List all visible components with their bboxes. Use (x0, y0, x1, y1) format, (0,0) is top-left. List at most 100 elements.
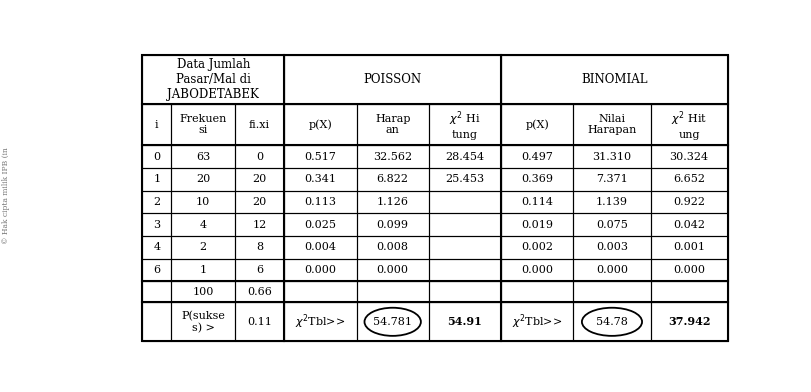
Text: i: i (155, 120, 158, 129)
Text: 0.113: 0.113 (304, 197, 336, 207)
Bar (573, 213, 650, 236)
Bar (171, 302, 234, 341)
Text: 20: 20 (195, 174, 210, 184)
Bar (142, 145, 171, 168)
Text: 28.454: 28.454 (445, 152, 484, 162)
Text: 0.000: 0.000 (304, 265, 336, 275)
Text: 0.000: 0.000 (376, 265, 408, 275)
Bar (234, 191, 284, 213)
Bar (573, 191, 650, 213)
Text: 0.003: 0.003 (595, 242, 627, 252)
Text: 25.453: 25.453 (445, 174, 484, 184)
Bar (428, 281, 500, 302)
Text: 20: 20 (252, 174, 266, 184)
Bar (650, 302, 727, 341)
Bar (573, 259, 650, 281)
Bar (284, 302, 356, 341)
Bar (650, 145, 727, 168)
Bar (573, 104, 650, 145)
Text: 0.001: 0.001 (672, 242, 704, 252)
Bar (500, 54, 727, 104)
Text: 0.000: 0.000 (595, 265, 627, 275)
Bar (171, 259, 234, 281)
Text: 0.075: 0.075 (595, 220, 627, 230)
Text: 0.66: 0.66 (247, 287, 272, 297)
Bar (573, 302, 650, 341)
Text: 0.099: 0.099 (376, 220, 408, 230)
Text: $\chi^2$ Hi
tung: $\chi^2$ Hi tung (448, 109, 480, 140)
Bar (171, 281, 234, 302)
Bar (142, 168, 171, 191)
Text: 0.369: 0.369 (521, 174, 552, 184)
Bar (650, 281, 727, 302)
Bar (500, 104, 573, 145)
Bar (428, 191, 500, 213)
Bar (234, 281, 284, 302)
Bar (500, 191, 573, 213)
Text: 4: 4 (200, 220, 206, 230)
Bar (142, 259, 171, 281)
Bar (356, 302, 428, 341)
Bar (650, 168, 727, 191)
Text: 0.008: 0.008 (376, 242, 408, 252)
Text: 0.114: 0.114 (521, 197, 552, 207)
Bar (573, 145, 650, 168)
Text: 6: 6 (255, 265, 263, 275)
Text: 6: 6 (153, 265, 161, 275)
Bar (428, 104, 500, 145)
Bar (428, 145, 500, 168)
Text: $\chi^2$Tbl>>: $\chi^2$Tbl>> (512, 312, 562, 331)
Bar (234, 259, 284, 281)
Text: 0.019: 0.019 (521, 220, 552, 230)
Bar (573, 168, 650, 191)
Bar (356, 168, 428, 191)
Bar (356, 104, 428, 145)
Bar (142, 281, 171, 302)
Text: 37.942: 37.942 (667, 316, 710, 327)
Bar (284, 104, 356, 145)
Bar (142, 54, 284, 104)
Bar (500, 168, 573, 191)
Bar (500, 302, 573, 341)
Bar (284, 191, 356, 213)
Bar (284, 236, 356, 259)
Text: 2: 2 (200, 242, 206, 252)
Bar (500, 281, 573, 302)
Text: 30.324: 30.324 (669, 152, 708, 162)
Text: 0.922: 0.922 (672, 197, 704, 207)
Text: 54.78: 54.78 (595, 317, 627, 327)
Bar (234, 213, 284, 236)
Bar (171, 191, 234, 213)
Bar (356, 281, 428, 302)
Text: 0: 0 (255, 152, 263, 162)
Text: fi.xi: fi.xi (249, 120, 270, 129)
Bar (428, 236, 500, 259)
Bar (500, 213, 573, 236)
Bar (234, 168, 284, 191)
Text: 0.004: 0.004 (304, 242, 336, 252)
Bar (142, 191, 171, 213)
Bar (284, 281, 356, 302)
Bar (171, 213, 234, 236)
Bar (500, 259, 573, 281)
Text: 0.042: 0.042 (672, 220, 704, 230)
Bar (650, 191, 727, 213)
Text: 0.000: 0.000 (672, 265, 704, 275)
Bar (356, 259, 428, 281)
Text: 0.000: 0.000 (521, 265, 552, 275)
Bar (284, 145, 356, 168)
Text: 0.517: 0.517 (304, 152, 336, 162)
Text: 100: 100 (192, 287, 213, 297)
Text: 63: 63 (195, 152, 210, 162)
Bar (171, 145, 234, 168)
Bar (142, 236, 171, 259)
Bar (650, 236, 727, 259)
Bar (234, 302, 284, 341)
Text: 1: 1 (200, 265, 206, 275)
Text: 6.822: 6.822 (376, 174, 408, 184)
Bar (142, 104, 171, 145)
Bar (356, 213, 428, 236)
Bar (650, 259, 727, 281)
Text: p(X): p(X) (308, 119, 332, 130)
Text: © Hak cipta milik IPB (in: © Hak cipta milik IPB (in (2, 147, 11, 245)
